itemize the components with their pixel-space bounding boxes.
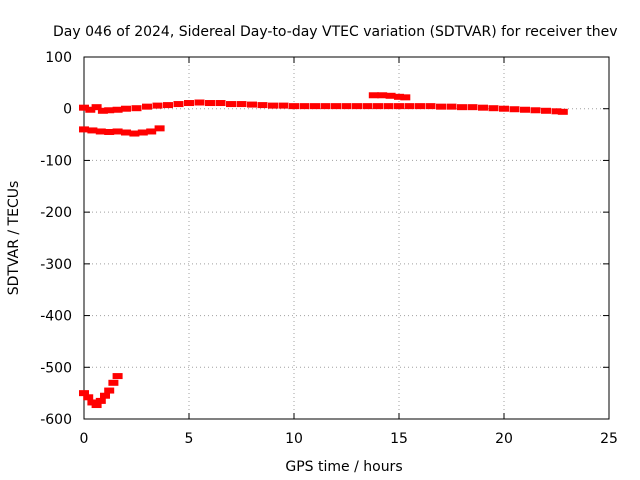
data-point — [184, 100, 194, 107]
data-point — [95, 397, 106, 404]
data-point — [108, 379, 119, 386]
data-point — [146, 128, 157, 135]
data-point — [247, 101, 257, 108]
data-point — [457, 104, 467, 111]
data-point — [83, 394, 94, 401]
data-point — [163, 102, 173, 109]
data-point — [112, 128, 123, 135]
data-point — [478, 104, 488, 111]
x-tick-label: 10 — [285, 431, 303, 447]
data-point — [331, 103, 341, 110]
data-point — [373, 103, 383, 110]
data-point — [104, 387, 115, 394]
data-point — [121, 129, 131, 136]
data-point — [530, 107, 541, 114]
data-point — [394, 93, 404, 100]
data-point — [104, 128, 115, 135]
data-point — [499, 105, 509, 112]
y-tick-label: -300 — [40, 257, 72, 273]
data-point — [341, 103, 352, 110]
data-point — [467, 104, 478, 111]
data-point — [362, 103, 373, 110]
data-point — [97, 107, 108, 114]
data-point — [551, 108, 562, 115]
data-point — [152, 102, 163, 109]
data-point — [310, 103, 320, 110]
data-point — [415, 103, 425, 110]
data-point — [79, 126, 89, 133]
x-tick-label: 0 — [80, 431, 89, 447]
data-point — [112, 106, 123, 113]
data-point — [95, 128, 106, 135]
chart-title: Day 046 of 2024, Sidereal Day-to-day VTE… — [53, 24, 617, 40]
data-point — [142, 103, 152, 110]
data-point — [79, 104, 89, 111]
data-point — [129, 130, 140, 137]
x-axis-label: GPS time / hours — [285, 459, 402, 475]
data-point — [557, 108, 568, 115]
x-tick-label: 25 — [600, 431, 618, 447]
data-point — [91, 402, 102, 409]
data-point — [104, 107, 115, 114]
data-point — [131, 105, 142, 112]
data-point — [268, 102, 278, 109]
data-point — [446, 103, 457, 110]
data-point — [226, 101, 236, 108]
data-point — [541, 107, 551, 114]
data-point — [488, 105, 499, 112]
y-tick-label: -100 — [40, 153, 72, 169]
y-tick-label: -400 — [40, 309, 72, 325]
data-point — [205, 100, 215, 107]
data-point — [368, 92, 379, 99]
data-point — [436, 103, 446, 110]
data-point — [79, 390, 89, 397]
x-tick-label: 5 — [185, 431, 194, 447]
data-point — [173, 101, 184, 108]
x-tick-label: 15 — [390, 431, 408, 447]
data-point — [278, 102, 289, 109]
y-axis-label: SDTVAR / TECUs — [6, 181, 22, 296]
data-point — [154, 125, 165, 132]
data-point — [425, 103, 436, 110]
plot-frame — [83, 56, 610, 420]
data-point — [194, 99, 205, 106]
data-point — [404, 103, 415, 110]
data-point — [121, 105, 131, 112]
data-point — [87, 127, 98, 134]
data-point — [215, 100, 226, 107]
y-tick-label: -500 — [40, 360, 72, 376]
y-tick-label: -200 — [40, 205, 72, 221]
y-tick-label: 0 — [63, 102, 72, 118]
data-point — [352, 103, 362, 110]
data-point — [377, 92, 388, 99]
data-points — [79, 92, 568, 409]
data-point — [394, 103, 404, 110]
data-point — [257, 102, 268, 109]
data-point — [100, 392, 110, 399]
data-point — [383, 103, 394, 110]
y-tick-label: -600 — [40, 412, 72, 428]
data-point — [91, 104, 102, 111]
data-point — [85, 106, 96, 113]
data-point — [289, 103, 299, 110]
data-point — [400, 94, 411, 101]
data-point — [299, 103, 310, 110]
data-point — [509, 106, 520, 113]
data-point — [520, 106, 530, 113]
data-point — [137, 129, 148, 136]
y-tick-label: 100 — [45, 50, 72, 66]
data-point — [112, 373, 123, 380]
x-tick-label: 20 — [495, 431, 513, 447]
axis-ticks: 0 5 10 15 20 25 100 0 -100 -200 -300 -400 -500 -600 — [40, 50, 618, 447]
data-point — [385, 92, 396, 99]
data-point — [320, 103, 331, 110]
data-point — [236, 101, 247, 108]
grid — [84, 57, 609, 419]
